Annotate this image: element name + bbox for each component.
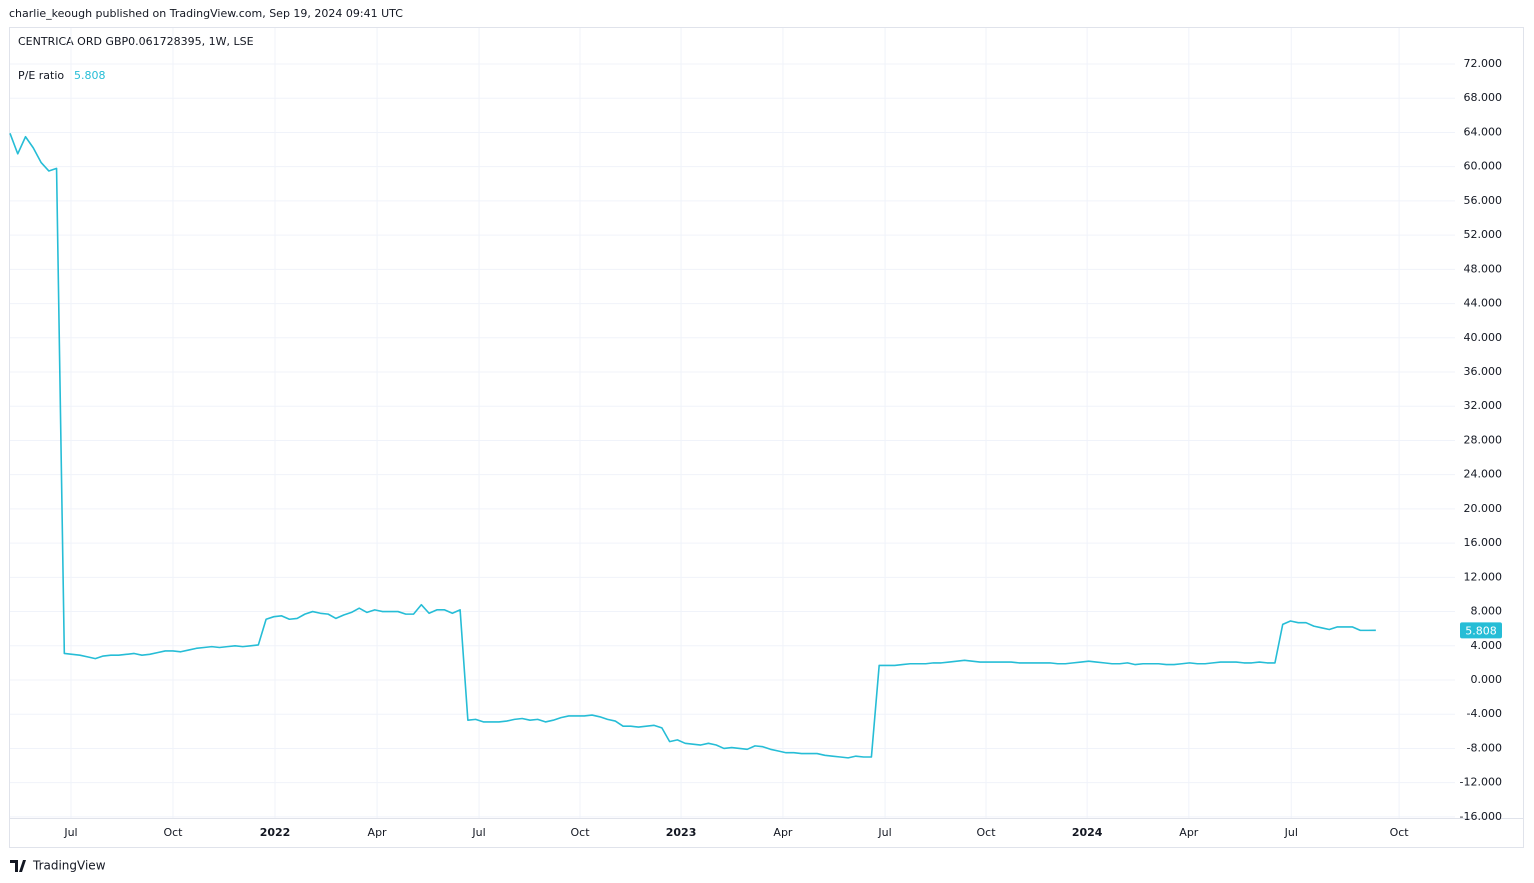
y-tick-label: 24.000 [1464, 468, 1503, 481]
y-tick-label: 56.000 [1464, 194, 1503, 207]
y-tick-label: 16.000 [1464, 536, 1503, 549]
x-tick-label: Oct [977, 826, 997, 839]
y-tick-label: 12.000 [1464, 570, 1503, 583]
series-line [9, 133, 1376, 759]
y-tick-label: 36.000 [1464, 365, 1503, 378]
x-tick-label: Oct [570, 826, 590, 839]
x-tick-label: Jul [1284, 826, 1298, 839]
y-tick-label: -4.000 [1467, 707, 1502, 720]
y-tick-label: 48.000 [1464, 262, 1503, 275]
brand-name: TradingView [32, 859, 106, 873]
y-tick-label: 72.000 [1464, 57, 1503, 70]
y-tick-label: 4.000 [1471, 639, 1503, 652]
y-tick-label: 32.000 [1464, 399, 1503, 412]
x-tick-label: Jul [877, 826, 891, 839]
y-tick-label: 8.000 [1471, 605, 1503, 618]
y-tick-label: -12.000 [1460, 776, 1502, 789]
y-tick-label: -16.000 [1460, 810, 1502, 823]
x-tick-label: Apr [773, 826, 793, 839]
legend-name: P/E ratio [18, 69, 64, 82]
y-tick-label: 44.000 [1464, 297, 1503, 310]
x-tick-label: 2024 [1072, 826, 1103, 839]
x-tick-label: 2023 [666, 826, 697, 839]
chart-frame [9, 27, 1524, 848]
y-tick-label: 60.000 [1464, 160, 1503, 173]
chart-title: CENTRICA ORD GBP0.061728395, 1W, LSE [18, 35, 254, 48]
y-tick-label: -8.000 [1467, 741, 1502, 754]
y-tick-label: 52.000 [1464, 228, 1503, 241]
price-tag [1460, 622, 1502, 639]
x-tick-label: Jul [63, 826, 77, 839]
x-tick-label: Apr [368, 826, 388, 839]
legend-value: 5.808 [74, 69, 106, 82]
publisher-line: charlie_keough published on TradingView.… [9, 7, 403, 20]
x-tick-label: 2022 [260, 826, 291, 839]
brand-logo [10, 860, 26, 872]
x-tick-label: Jul [471, 826, 485, 839]
price-tag-label: 5.808 [1465, 624, 1497, 637]
x-tick-label: Oct [1390, 826, 1410, 839]
y-tick-label: 20.000 [1464, 502, 1503, 515]
y-tick-label: 0.000 [1471, 673, 1503, 686]
x-tick-label: Oct [163, 826, 183, 839]
y-tick-label: 64.000 [1464, 125, 1503, 138]
y-tick-label: 28.000 [1464, 433, 1503, 446]
y-tick-label: 68.000 [1464, 91, 1503, 104]
x-tick-label: Apr [1179, 826, 1199, 839]
y-tick-label: 40.000 [1464, 331, 1503, 344]
